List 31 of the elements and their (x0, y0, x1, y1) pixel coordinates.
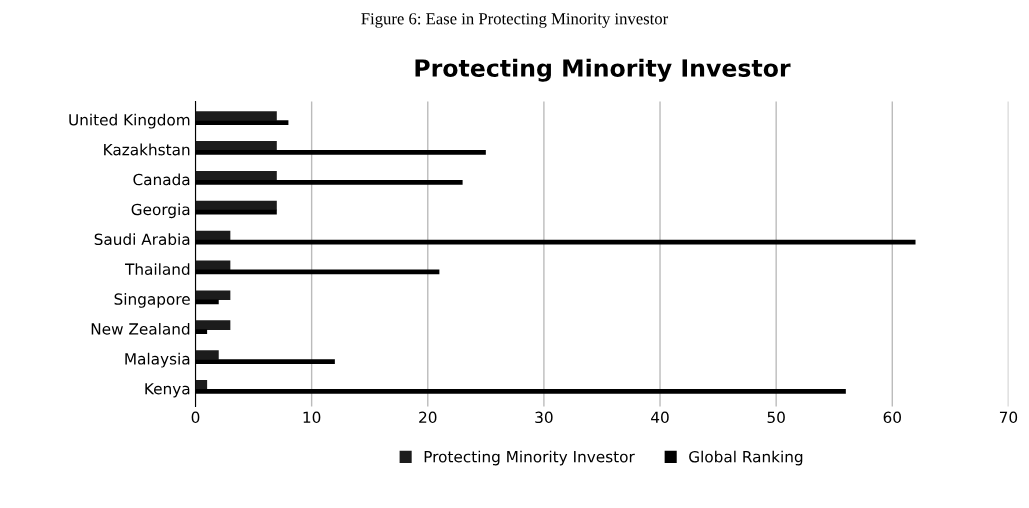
bar (195, 350, 219, 360)
bar (195, 200, 277, 211)
legend-label: Global Ranking (689, 450, 803, 466)
bar (195, 260, 231, 271)
y-tick-label: Canada (133, 173, 190, 186)
bar (195, 111, 277, 121)
chart-title: Figure 6: Ease in Protecting Minority investor (361, 13, 669, 28)
y-tick-label: Malaysia (125, 352, 190, 368)
y-tick-label: New Zealand (91, 322, 190, 335)
x-tick-label: 60 (883, 411, 901, 424)
x-tick-label: 40 (651, 411, 669, 424)
y-tick-label: Kenya (145, 383, 190, 398)
bar (195, 290, 231, 301)
x-tick-label: 10 (303, 411, 321, 424)
y-tick-label: Thailand (125, 263, 190, 275)
x-tick-label: 70 (999, 411, 1018, 424)
y-tick-label: United Kingdom (69, 113, 190, 129)
y-tick-label: Saudi Arabia (94, 233, 190, 246)
x-tick-label: 0 (191, 411, 200, 424)
x-tick-label: 30 (535, 411, 553, 424)
y-tick-label: Kazakhstan (104, 143, 190, 156)
bar (195, 170, 277, 181)
chart-subtitle: Protecting Minority Investor (415, 58, 791, 82)
x-tick-label: 20 (419, 411, 437, 424)
y-tick-label: Georgia (131, 203, 190, 219)
y-tick-label: Singapore (114, 293, 190, 308)
legend-label: Protecting Minority Investor (424, 450, 635, 466)
bar (195, 230, 231, 241)
bar (195, 320, 231, 330)
x-tick-label: 50 (767, 411, 785, 424)
bar (195, 141, 277, 151)
